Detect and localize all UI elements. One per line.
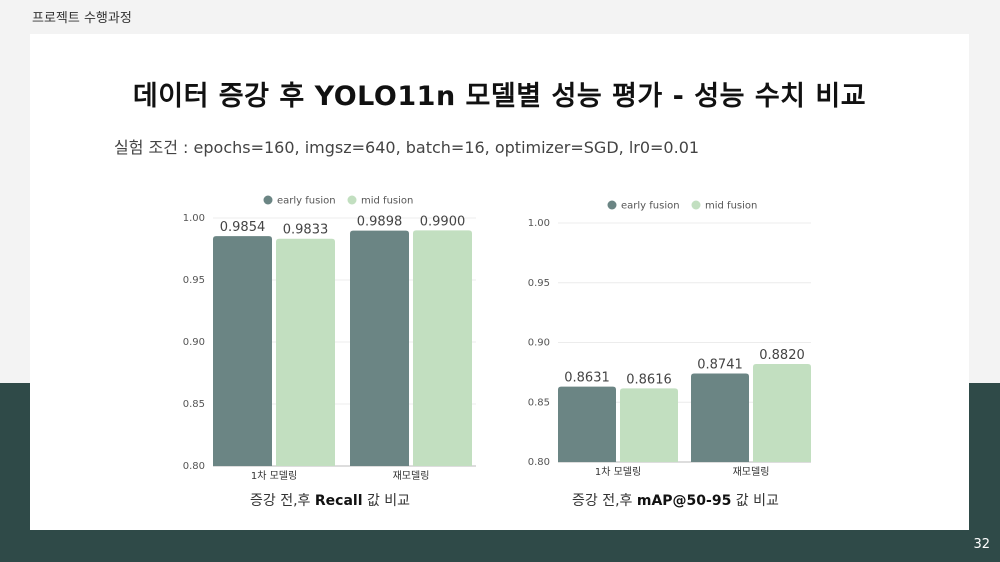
data-label: 0.8616 [626,372,672,387]
data-label: 0.8741 [697,357,743,372]
map-chart: 0.80 0.85 0.90 0.95 1.00 early fusion mid fusi… [528,200,811,478]
data-label: 0.8820 [759,348,805,363]
y-tick-label: 0.90 [528,338,550,349]
data-label: 0.9854 [220,220,266,235]
y-tick-label: 0.95 [528,278,550,289]
bar [753,364,811,462]
recall-chart-caption: 증강 전,후 Recall 값 비교 [250,493,411,509]
data-label: 0.9900 [420,214,466,229]
bar [413,230,472,466]
experiment-conditions: 실험 조건 : epochs=160, imgsz=640, batch=16,… [114,138,700,157]
slide-title: 데이터 증강 후 YOLO11n 모델별 성능 평가 - 성능 수치 비교 [132,81,867,112]
x-category-label: 재모델링 [733,466,770,478]
y-tick-label: 0.80 [528,457,550,468]
map-chart-caption: 증강 전,후 mAP@50-95 값 비교 [572,493,779,509]
x-category-label: 재모델링 [393,470,430,482]
legend-label: early fusion [621,201,680,212]
data-label: 0.8631 [564,371,610,386]
legend-label: mid fusion [361,196,413,207]
y-tick-label: 0.80 [183,461,205,472]
legend-marker [691,200,701,210]
y-tick-label: 0.90 [183,337,205,348]
bar [213,236,272,466]
legend-label: early fusion [277,196,336,207]
x-category-label: 1차 모델링 [251,470,297,482]
slide-card: 데이터 증강 후 YOLO11n 모델별 성능 평가 - 성능 수치 비교 실험… [30,34,969,530]
y-tick-label: 1.00 [183,213,205,224]
legend-label: mid fusion [705,201,757,212]
legend-marker [263,195,273,205]
legend-marker [607,200,617,210]
bar [691,373,749,462]
bar [620,388,678,462]
x-category-label: 1차 모델링 [595,466,641,478]
data-label: 0.9898 [357,215,403,230]
y-tick-label: 0.95 [183,275,205,286]
legend-marker [347,195,357,205]
section-label: 프로젝트 수행과정 [32,11,132,26]
recall-chart: 0.80 0.85 0.90 0.95 1.00 early fusion mid fusi… [183,195,476,482]
bar [276,238,335,466]
y-tick-label: 0.85 [528,397,550,408]
page-number: 32 [973,537,990,552]
y-tick-label: 1.00 [528,218,550,229]
bar [558,386,616,462]
data-label: 0.9833 [283,223,329,238]
y-tick-label: 0.85 [183,399,205,410]
bar [350,230,409,466]
